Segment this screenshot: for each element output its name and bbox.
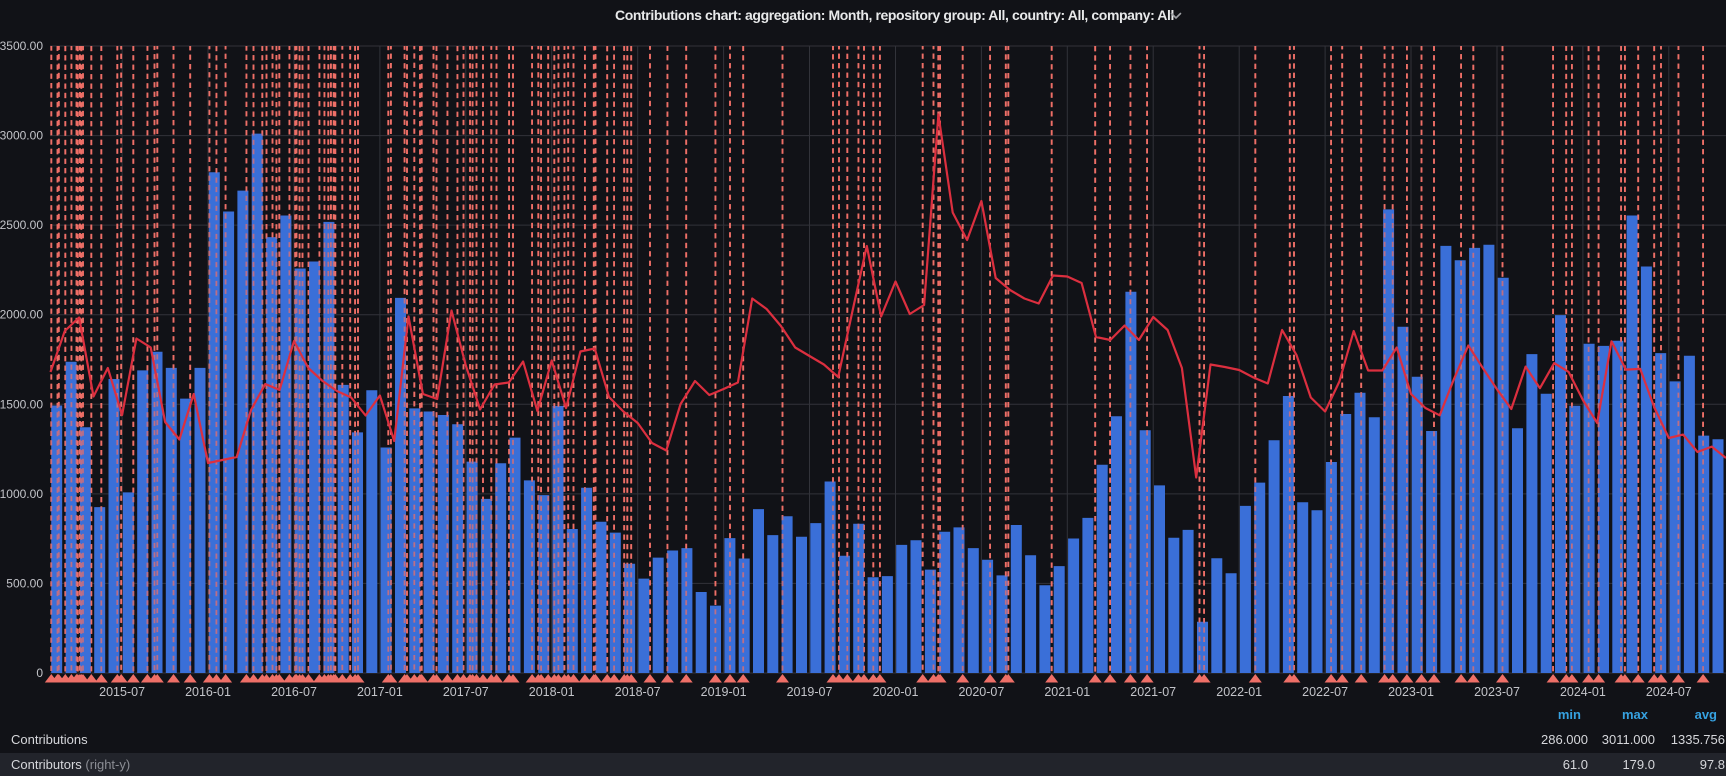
svg-text:2023-01: 2023-01 xyxy=(1388,685,1434,699)
svg-text:2021-07: 2021-07 xyxy=(1130,685,1176,699)
svg-text:3000.00: 3000.00 xyxy=(0,129,43,143)
svg-text:286.000: 286.000 xyxy=(1541,732,1588,747)
svg-text:2022-01: 2022-01 xyxy=(1216,685,1262,699)
svg-text:2020-07: 2020-07 xyxy=(958,685,1004,699)
svg-text:2000.00: 2000.00 xyxy=(0,308,43,322)
svg-text:avg: avg xyxy=(1695,707,1717,722)
svg-text:500.00: 500.00 xyxy=(6,576,43,590)
svg-text:2022-07: 2022-07 xyxy=(1302,685,1348,699)
svg-text:Contributions chart: aggregati: Contributions chart: aggregation: Month,… xyxy=(615,7,1174,23)
svg-text:2017-01: 2017-01 xyxy=(357,685,403,699)
svg-text:Contributors (right-y): Contributors (right-y) xyxy=(11,757,130,772)
svg-text:1000.00: 1000.00 xyxy=(0,487,43,501)
svg-text:2500.00: 2500.00 xyxy=(0,218,43,232)
svg-text:2019-07: 2019-07 xyxy=(787,685,833,699)
svg-text:2024-01: 2024-01 xyxy=(1560,685,1606,699)
svg-text:1335.756: 1335.756 xyxy=(1671,732,1725,747)
svg-text:min: min xyxy=(1558,707,1581,722)
svg-text:1500.00: 1500.00 xyxy=(0,397,43,411)
svg-text:2015-07: 2015-07 xyxy=(99,685,145,699)
svg-text:max: max xyxy=(1622,707,1649,722)
svg-text:2016-01: 2016-01 xyxy=(185,685,231,699)
svg-text:2023-07: 2023-07 xyxy=(1474,685,1520,699)
svg-text:2024-07: 2024-07 xyxy=(1646,685,1692,699)
svg-text:61.0: 61.0 xyxy=(1563,757,1588,772)
svg-text:2017-07: 2017-07 xyxy=(443,685,489,699)
svg-text:97.8: 97.8 xyxy=(1700,757,1725,772)
svg-text:2018-07: 2018-07 xyxy=(615,685,661,699)
svg-text:179.0: 179.0 xyxy=(1622,757,1655,772)
svg-text:0: 0 xyxy=(36,666,43,680)
svg-text:2020-01: 2020-01 xyxy=(873,685,919,699)
svg-text:2018-01: 2018-01 xyxy=(529,685,575,699)
svg-text:2021-01: 2021-01 xyxy=(1044,685,1090,699)
svg-text:3500.00: 3500.00 xyxy=(0,39,43,53)
svg-text:2019-01: 2019-01 xyxy=(701,685,747,699)
svg-text:Contributions: Contributions xyxy=(11,732,88,747)
svg-text:2016-07: 2016-07 xyxy=(271,685,317,699)
svg-text:3011.000: 3011.000 xyxy=(1602,732,1655,747)
